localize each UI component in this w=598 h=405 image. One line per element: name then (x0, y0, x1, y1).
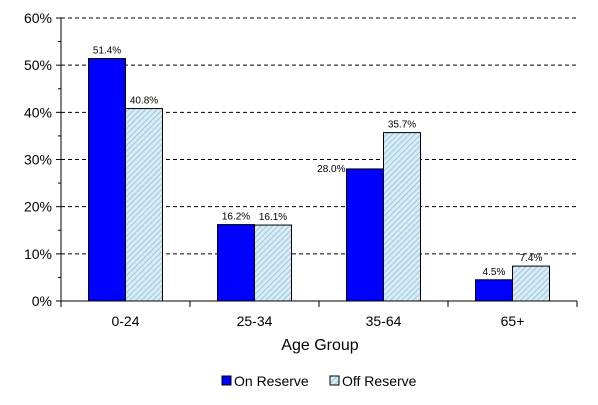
x-category-label: 0-24 (111, 313, 139, 329)
bar-off-reserve (383, 132, 421, 302)
y-tick-label: 50% (24, 57, 52, 73)
y-tick-label: 0% (32, 293, 52, 309)
bar-off-reserve (512, 265, 550, 302)
bar-on-reserve (217, 224, 255, 302)
axes: 0% 10% 20% 30% 40% 50% 60% (24, 10, 578, 309)
legend-swatch-off-reserve (329, 375, 340, 386)
data-label-on-reserve: 51.4% (93, 46, 121, 57)
data-label-on-reserve: 16.2% (222, 212, 250, 223)
bar-off-reserve (254, 224, 292, 302)
legend: On Reserve Off Reserve (221, 373, 417, 389)
legend-swatch-on-reserve (221, 375, 232, 386)
x-category-label: 25-34 (237, 313, 273, 329)
bar-off-reserve (125, 108, 163, 302)
bar-on-reserve (88, 58, 126, 302)
data-label-off-reserve: 40.8% (130, 96, 158, 107)
data-label-off-reserve: 16.1% (259, 212, 287, 223)
legend-label-on-reserve: On Reserve (234, 373, 309, 389)
y-tick-label: 10% (24, 246, 52, 262)
bar-on-reserve (475, 279, 513, 302)
labels: 51.4% 40.8% 0-24 16.2% 16.1% 25-34 28.0% 35.7% 3… (93, 46, 543, 329)
y-tick-label: 40% (24, 104, 52, 120)
y-tick-label: 20% (24, 199, 52, 215)
data-label-on-reserve: 4.5% (483, 267, 506, 278)
data-label-off-reserve: 7.4% (520, 253, 543, 264)
y-tick-label: 30% (24, 152, 52, 168)
data-label-on-reserve: 28.0% (317, 164, 345, 175)
bar-on-reserve (346, 168, 384, 302)
legend-label-off-reserve: Off Reserve (342, 373, 417, 389)
x-category-label: 35-64 (366, 313, 402, 329)
x-axis-title: Age Group (281, 337, 358, 354)
x-category-label: 65+ (501, 313, 525, 329)
data-label-off-reserve: 35.7% (388, 120, 416, 131)
y-tick-label: 60% (24, 10, 52, 26)
